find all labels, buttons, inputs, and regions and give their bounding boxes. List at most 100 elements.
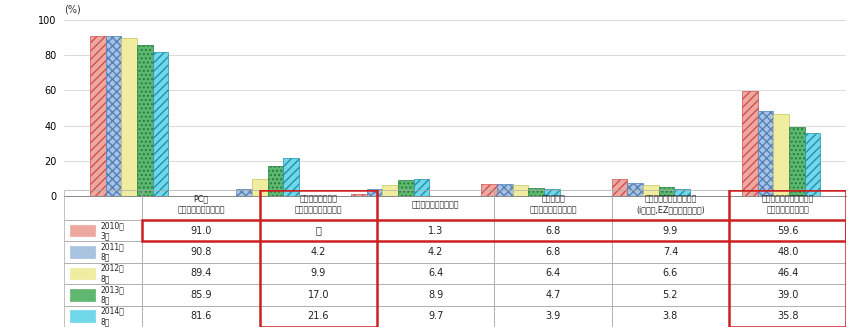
Bar	[611, 220, 729, 241]
Text: 携帯電話の
インターネットサイト: 携帯電話の インターネットサイト	[529, 195, 577, 215]
Bar	[494, 241, 611, 263]
Text: 3.8: 3.8	[663, 311, 678, 321]
Bar	[260, 241, 377, 263]
Bar	[774, 114, 789, 196]
Bar	[70, 289, 96, 301]
Bar	[805, 133, 821, 196]
Text: 2014年
8月: 2014年 8月	[100, 307, 124, 326]
Text: 48.0: 48.0	[777, 247, 799, 257]
Bar	[611, 179, 628, 196]
Bar	[142, 220, 846, 241]
Bar	[142, 305, 260, 327]
Text: 90.8: 90.8	[191, 247, 212, 257]
Text: 91.0: 91.0	[191, 226, 212, 235]
Text: 85.9: 85.9	[191, 290, 212, 300]
Bar	[70, 225, 96, 236]
Text: 携帯電話の検索メニュー
(iエリア,EZナビウォーク等): 携帯電話の検索メニュー (iエリア,EZナビウォーク等)	[636, 195, 705, 215]
Bar	[729, 190, 846, 327]
Bar	[382, 185, 398, 196]
Bar	[377, 220, 494, 241]
Bar	[494, 190, 611, 220]
Bar	[729, 241, 846, 263]
Text: 39.0: 39.0	[777, 290, 799, 300]
Bar	[481, 184, 497, 196]
Bar	[137, 44, 153, 196]
Bar	[729, 305, 846, 327]
Text: 81.6: 81.6	[191, 311, 212, 321]
Bar	[377, 190, 494, 220]
Bar	[70, 267, 96, 279]
Text: 59.6: 59.6	[777, 226, 799, 235]
Bar	[494, 305, 611, 327]
Bar	[377, 305, 494, 327]
Text: 3.9: 3.9	[545, 311, 561, 321]
Bar	[658, 187, 675, 196]
Text: 17.0: 17.0	[308, 290, 329, 300]
Bar	[64, 241, 142, 263]
Bar	[252, 179, 268, 196]
Bar	[544, 189, 559, 196]
Bar	[494, 220, 611, 241]
Bar	[742, 91, 758, 196]
Text: 9.9: 9.9	[310, 268, 326, 278]
Bar	[729, 190, 846, 220]
Bar	[643, 184, 658, 196]
Bar	[142, 220, 260, 241]
Text: 4.2: 4.2	[428, 247, 444, 257]
Bar	[142, 241, 260, 263]
Bar	[377, 263, 494, 284]
Text: 6.8: 6.8	[545, 247, 561, 257]
Text: 35.8: 35.8	[777, 311, 799, 321]
Text: 21.6: 21.6	[308, 311, 329, 321]
Bar	[91, 36, 106, 196]
Bar	[351, 194, 367, 196]
Bar	[121, 38, 137, 196]
Text: 4.7: 4.7	[545, 290, 561, 300]
Bar	[398, 181, 414, 196]
Text: 8.9: 8.9	[428, 290, 444, 300]
Bar	[513, 185, 528, 196]
Bar	[611, 284, 729, 305]
Bar	[611, 263, 729, 284]
Bar	[70, 310, 96, 322]
Text: 7.4: 7.4	[663, 247, 678, 257]
Bar	[628, 183, 643, 196]
Text: 2010年
3月: 2010年 3月	[100, 221, 124, 240]
Bar	[729, 284, 846, 305]
Bar	[260, 284, 377, 305]
Text: PCの
インターネットサイト: PCの インターネットサイト	[177, 195, 225, 215]
Bar	[64, 284, 142, 305]
Text: 4.2: 4.2	[310, 247, 326, 257]
Bar	[611, 241, 729, 263]
Text: フリーペーパーやグルメ
雑誌等の紙媒体情報: フリーペーパーやグルメ 雑誌等の紙媒体情報	[762, 195, 814, 215]
Bar	[142, 284, 260, 305]
Bar	[64, 263, 142, 284]
Text: 89.4: 89.4	[191, 268, 212, 278]
Bar	[142, 263, 260, 284]
Bar	[236, 189, 252, 196]
Bar	[377, 241, 494, 263]
Bar	[611, 190, 729, 220]
Text: スマートフォンアプリ: スマートフォンアプリ	[412, 200, 459, 209]
Text: 46.4: 46.4	[777, 268, 799, 278]
Bar	[260, 220, 377, 241]
Bar	[611, 305, 729, 327]
Bar	[64, 305, 142, 327]
Text: 6.4: 6.4	[545, 268, 561, 278]
Bar	[494, 284, 611, 305]
Text: 6.6: 6.6	[663, 268, 678, 278]
Text: 2011年
8月: 2011年 8月	[100, 242, 124, 262]
Bar	[64, 220, 142, 241]
Bar	[758, 112, 774, 196]
Bar	[367, 189, 382, 196]
Text: 9.7: 9.7	[428, 311, 444, 321]
Bar	[153, 52, 168, 196]
Bar	[70, 246, 96, 258]
Bar	[260, 190, 377, 220]
Text: 1.3: 1.3	[428, 226, 444, 235]
Text: 2012年
8月: 2012年 8月	[100, 264, 124, 283]
Bar	[497, 184, 513, 196]
Bar	[106, 36, 121, 196]
Bar	[494, 263, 611, 284]
Text: (%): (%)	[64, 4, 81, 14]
